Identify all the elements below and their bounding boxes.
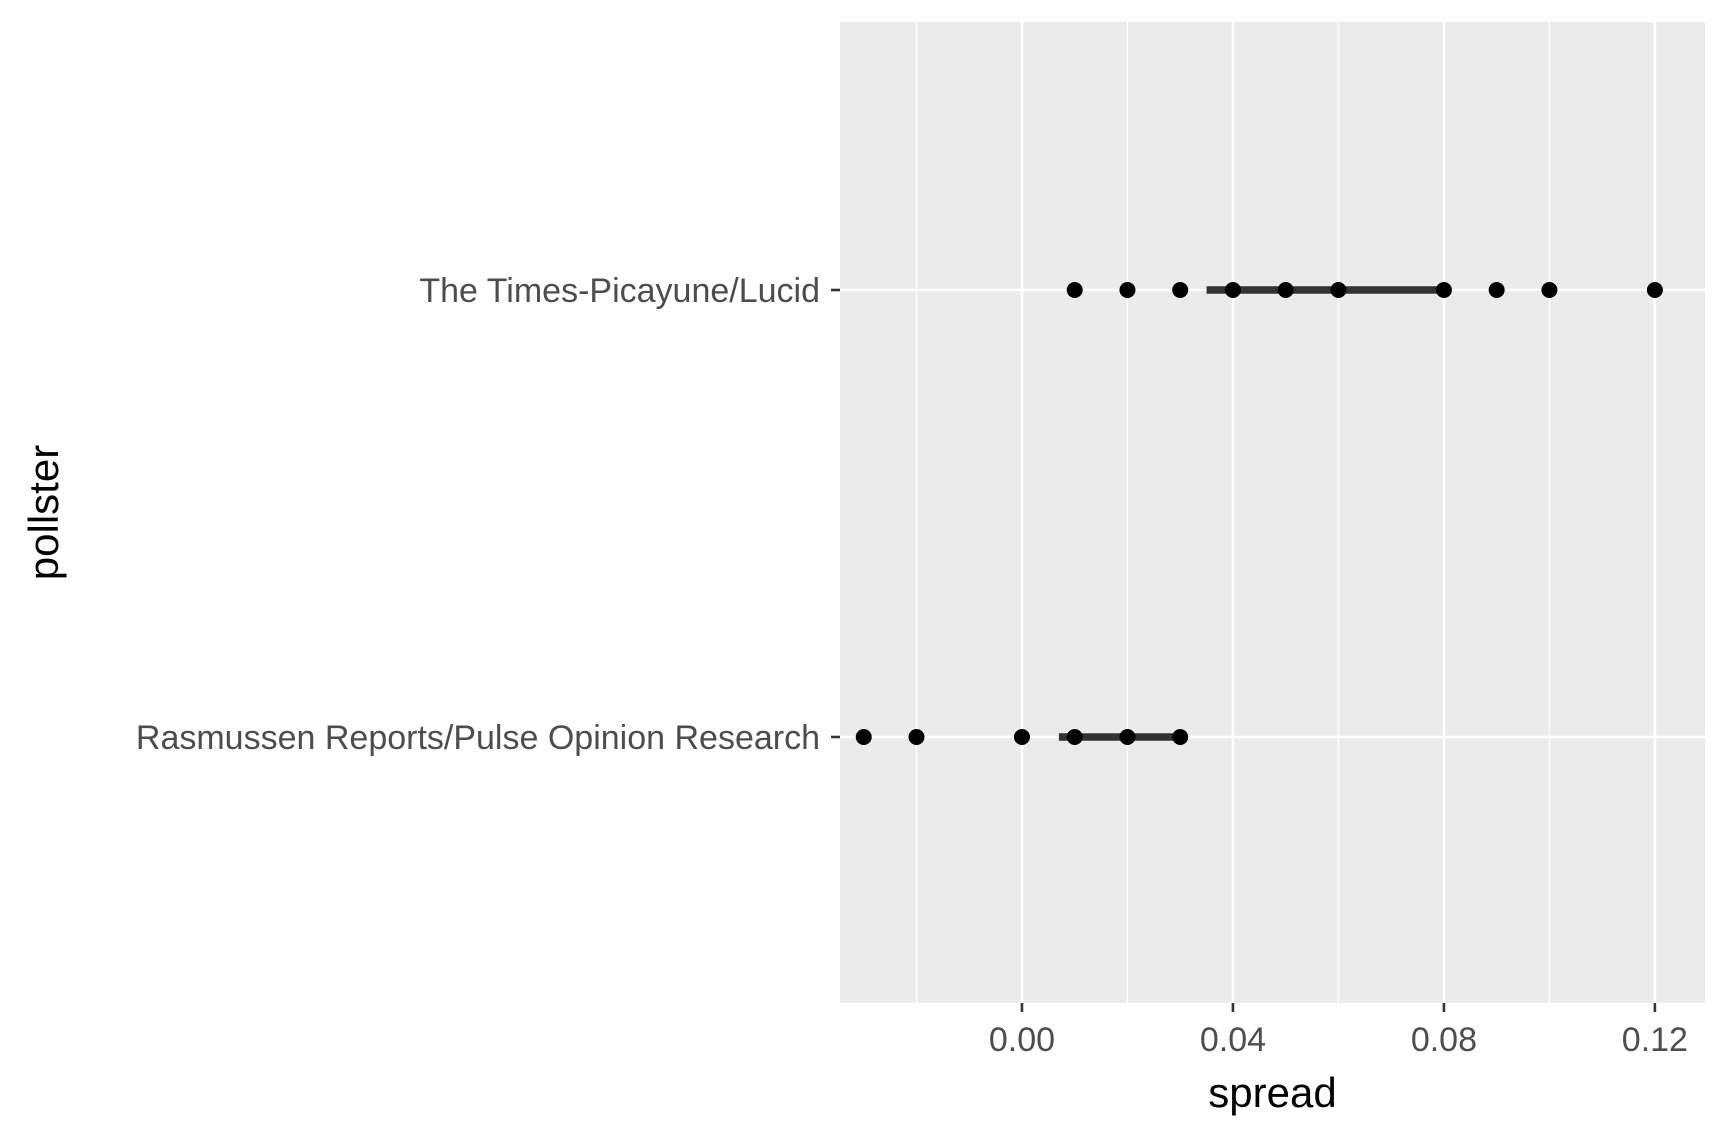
y-axis-title: pollster: [20, 445, 67, 580]
y-axis: Rasmussen Reports/Pulse Opinion Research…: [136, 272, 840, 757]
y-tick-label: Rasmussen Reports/Pulse Opinion Research: [136, 719, 820, 757]
x-tick-label: 0.00: [989, 1021, 1055, 1059]
data-point: [1066, 282, 1083, 298]
data-point: [1330, 282, 1347, 298]
x-axis-title: spread: [1208, 1069, 1336, 1116]
x-axis: 0.00 0.04 0.08 0.12: [989, 1003, 1688, 1059]
data-point: [1488, 282, 1505, 298]
plot-panel: [840, 22, 1705, 1003]
x-minor-gridlines: [915, 22, 1551, 1003]
data-point: [1541, 282, 1558, 298]
data-point: [1013, 729, 1030, 745]
x-tick-label: 0.12: [1622, 1021, 1688, 1059]
data-point: [1172, 282, 1189, 298]
data-point: [1435, 282, 1452, 298]
data-point: [1646, 282, 1663, 298]
data-point: [1119, 729, 1136, 745]
data-point: [1172, 729, 1189, 745]
x-tick-label: 0.08: [1411, 1021, 1477, 1059]
data-point: [1119, 282, 1136, 298]
data-points: [855, 282, 1663, 745]
data-point: [1277, 282, 1294, 298]
x-major-gridlines: [1020, 22, 1657, 1003]
data-point: [908, 729, 925, 745]
data-point: [855, 729, 872, 745]
x-tick-label: 0.04: [1200, 1021, 1266, 1059]
data-point: [1224, 282, 1241, 298]
data-point: [1066, 729, 1083, 745]
y-tick-label: The Times-Picayune/Lucid: [419, 272, 820, 310]
